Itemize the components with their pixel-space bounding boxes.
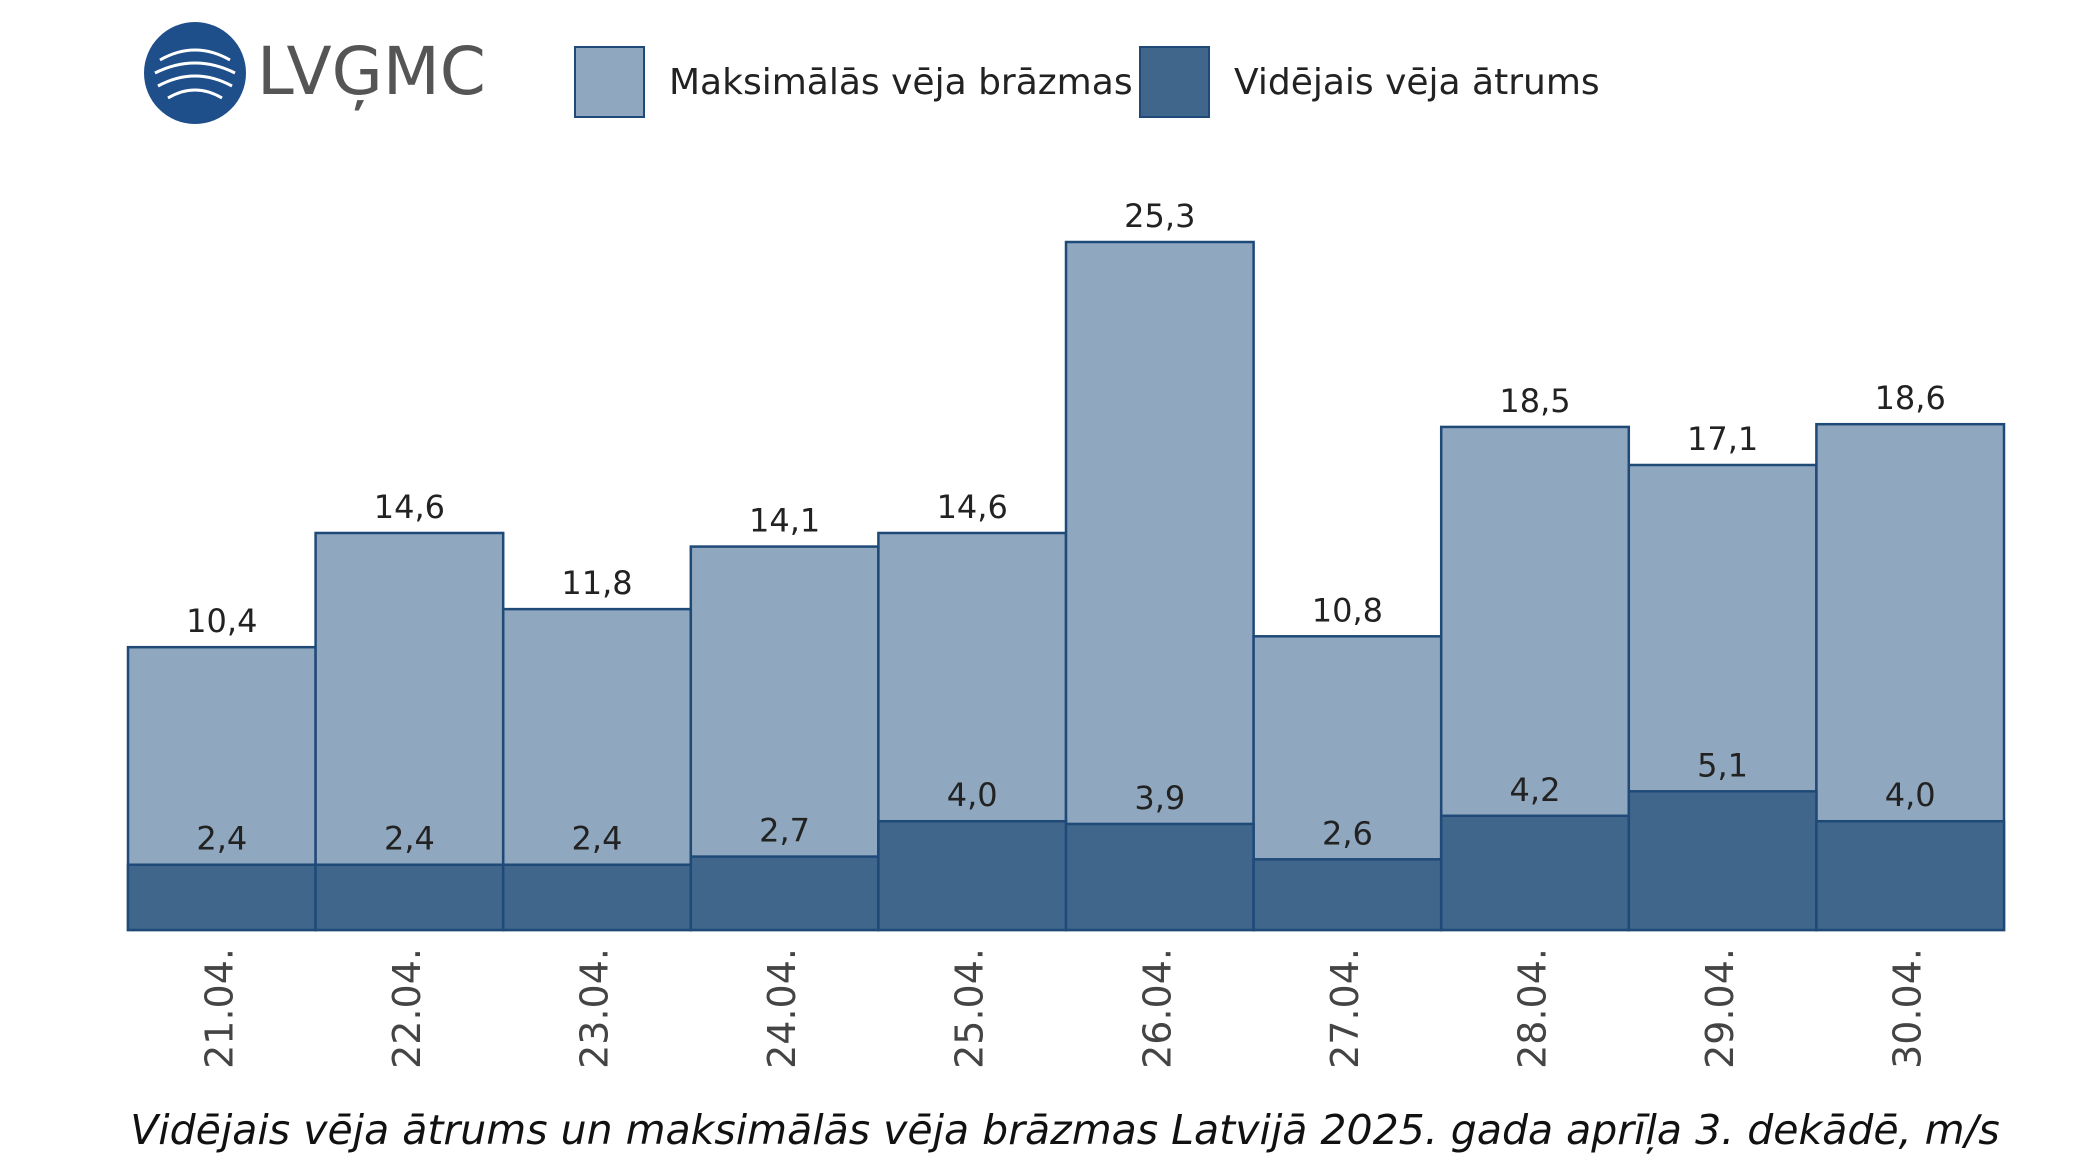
x-tick-label: 28.04. (1511, 948, 1555, 1069)
value-label: 10,8 (1312, 591, 1383, 629)
bar (1064, 240, 1255, 932)
legend-swatch (574, 46, 645, 118)
x-tick-label: 29.04. (1698, 948, 1742, 1069)
legend-label: Maksimālās vēja brāzmas (669, 62, 1133, 103)
value-label: 4,2 (1510, 771, 1561, 809)
value-label: 2,7 (759, 812, 810, 850)
x-tick-label: 26.04. (1135, 948, 1179, 1069)
bar (1252, 858, 1443, 932)
bar (689, 855, 880, 932)
logo-text: LVĢMC (257, 33, 486, 110)
value-label: 17,1 (1687, 420, 1758, 458)
value-label: 11,8 (561, 564, 632, 602)
logo-waves (154, 48, 236, 100)
chart-title: Vidējais vēja ātrums un maksimālās vēja … (130, 1106, 2000, 1154)
value-label: 4,0 (947, 776, 998, 814)
value-label: 18,6 (1875, 379, 1946, 417)
bar (877, 819, 1068, 932)
bar (314, 863, 505, 932)
x-tick-label: 25.04. (948, 948, 992, 1069)
value-label: 4,0 (1885, 776, 1936, 814)
value-label: 2,4 (196, 820, 247, 858)
x-tick-label: 24.04. (760, 948, 804, 1069)
legend-label: Vidējais vēja ātrums (1234, 62, 1600, 103)
value-label: 3,9 (1134, 779, 1185, 817)
value-label: 2,6 (1322, 814, 1373, 852)
value-label: 2,4 (572, 820, 623, 858)
bar (126, 863, 317, 932)
x-tick-label: 22.04. (385, 948, 429, 1069)
value-label: 14,6 (374, 488, 445, 526)
value-label: 14,1 (749, 502, 820, 540)
value-label: 5,1 (1697, 746, 1748, 784)
bar (1439, 814, 1631, 932)
logo: LVĢMC (144, 22, 486, 124)
logo-circle (144, 22, 246, 124)
bar (1815, 819, 2006, 932)
value-label: 10,4 (186, 602, 257, 640)
legend-swatch (1139, 46, 1210, 118)
bar (1627, 790, 1818, 932)
bar (501, 863, 693, 932)
x-tick-label: 21.04. (197, 948, 241, 1069)
x-tick-label: 23.04. (573, 948, 617, 1069)
x-tick-label: 30.04. (1886, 948, 1930, 1069)
bar (1064, 822, 1255, 932)
x-tick-label: 27.04. (1323, 948, 1367, 1069)
value-label: 18,5 (1499, 382, 1570, 420)
value-label: 25,3 (1124, 197, 1195, 235)
value-label: 2,4 (384, 820, 435, 858)
value-label: 14,6 (937, 488, 1008, 526)
